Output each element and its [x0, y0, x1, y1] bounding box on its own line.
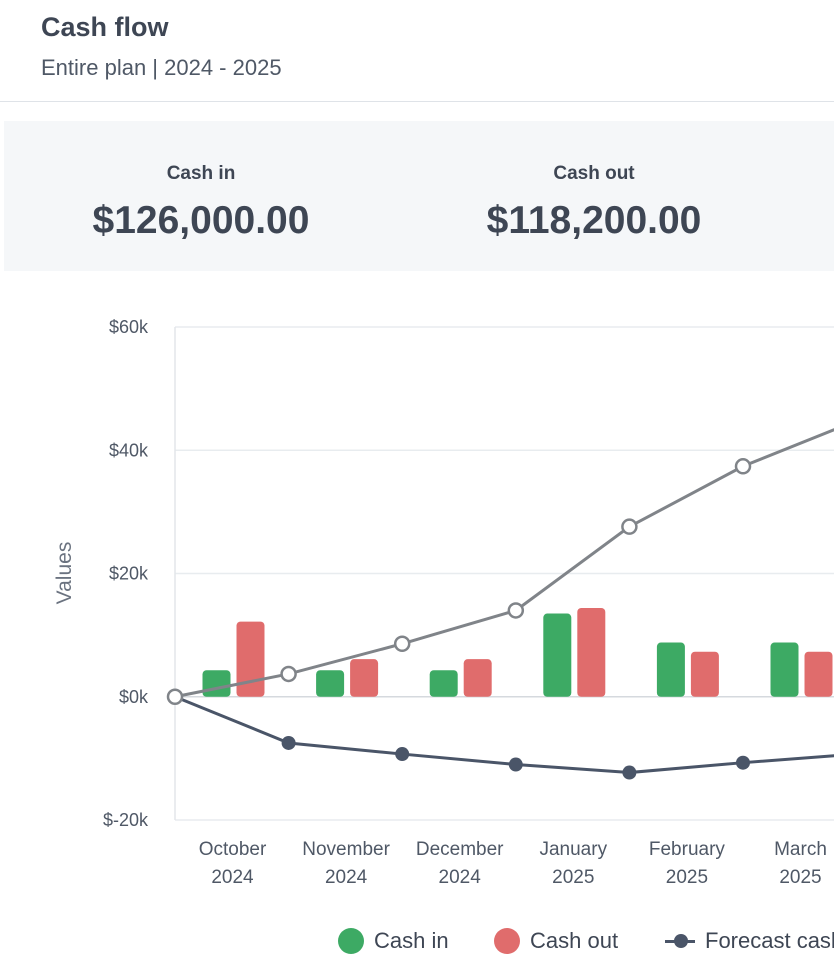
forecast-cash-point — [508, 757, 523, 772]
forecast-cash-line — [174, 695, 834, 775]
forecast-line-icon — [665, 934, 695, 948]
cash-out-swatch-icon — [494, 928, 520, 954]
cash-out-bar — [690, 651, 719, 697]
cumulative-cash-point — [734, 458, 752, 475]
forecast-cash-point — [622, 765, 637, 780]
forecast-cash-point — [281, 735, 296, 750]
x-tick-label-year: 2024 — [211, 867, 254, 888]
x-tick-label-month: March — [774, 839, 827, 860]
cumulative-cash-point — [507, 602, 525, 619]
cash-in-swatch-icon — [338, 928, 364, 954]
cash-in-bar — [429, 670, 458, 697]
cumulative-cash-point — [393, 635, 411, 653]
forecast-cash-point — [395, 747, 410, 762]
page-title: Cash flow — [41, 12, 169, 42]
cash-in-bar — [770, 642, 799, 697]
x-tick-label-year: 2025 — [779, 867, 821, 888]
legend-item-cash-out[interactable]: Cash out — [494, 924, 618, 958]
x-tick-label-month: January — [539, 839, 607, 860]
cash-out-value: $118,200.00 — [486, 199, 702, 242]
summary-panel: Cash in $126,000.00 Cash out $118,200.00 — [4, 121, 834, 271]
legend-item-forecast[interactable]: Forecast cash — [665, 924, 834, 958]
cash-out-label: Cash out — [553, 163, 635, 184]
cash-in-bar — [656, 642, 685, 697]
x-tick-label-month: November — [302, 839, 390, 860]
cumulative-cash-point — [280, 665, 297, 683]
legend-item-cash-in[interactable]: Cash in — [338, 924, 449, 958]
page-subtitle: Entire plan | 2024 - 2025 — [41, 55, 282, 80]
legend-label-forecast: Forecast cash — [705, 928, 834, 953]
x-tick-label-year: 2024 — [439, 867, 482, 888]
cumulative-cash-line — [174, 428, 834, 699]
cumulative-cash-point — [166, 688, 184, 705]
chart-header: Cash flow Entire plan | 2024 - 2025 — [0, 0, 834, 102]
forecast-cash-point — [736, 755, 750, 770]
cash-in-bar — [202, 670, 231, 697]
legend-label-cash-in: Cash in — [374, 928, 449, 953]
cash-in-value: $126,000.00 — [92, 199, 310, 242]
legend-label-cash-out: Cash out — [530, 928, 619, 953]
x-tick-label-month: December — [416, 839, 504, 860]
cash-out-bar — [463, 659, 492, 697]
y-tick-label: $-20k — [103, 810, 149, 830]
cumulative-cash-point — [621, 518, 638, 535]
x-tick-label-month: February — [649, 839, 726, 860]
cash-out-bar — [350, 659, 379, 697]
y-tick-label: $60k — [109, 317, 149, 337]
y-axis-title: Values — [53, 542, 76, 605]
cash-in-label: Cash in — [166, 163, 236, 184]
x-tick-label-year: 2024 — [325, 867, 368, 888]
cash-in-bar — [543, 613, 572, 697]
x-tick-label-month: October — [199, 839, 267, 860]
y-tick-label: $40k — [109, 440, 149, 460]
cash-out-bar — [804, 651, 833, 697]
x-tick-label-year: 2025 — [552, 867, 594, 888]
x-tick-label-year: 2025 — [666, 867, 708, 888]
y-tick-label: $0k — [119, 687, 149, 707]
cash-in-bar — [316, 670, 345, 697]
cash-out-bar — [577, 608, 606, 697]
cash-out-bar — [236, 621, 265, 697]
y-tick-label: $20k — [109, 564, 149, 584]
cash-flow-chart: $60k $40k $20k $0k $-20k Values October 2024 Nov… — [53, 317, 834, 888]
